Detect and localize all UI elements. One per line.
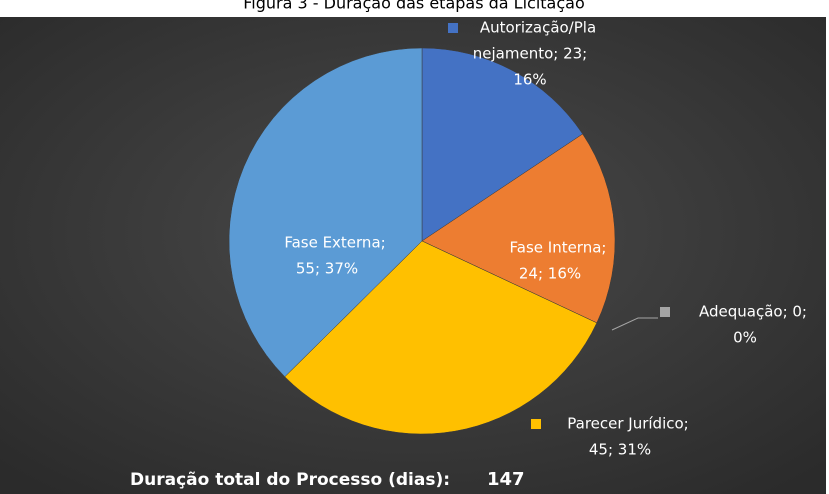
data-label: Fase Externa; [284,234,385,252]
data-label: 24; 16% [519,265,581,283]
data-label: 55; 37% [296,260,358,278]
legend-key [448,23,458,33]
pie-slice [421,133,616,324]
data-label: Adequação; 0; [699,303,807,321]
data-label: Autorização/Pla [480,19,596,37]
data-label: 45; 31% [589,441,651,459]
legend-key [479,243,489,253]
data-label: nejamento; 23; [473,45,587,63]
pie-slice [284,240,598,435]
legend-key [660,307,670,317]
data-label: 0% [733,329,757,347]
data-label: 16% [513,71,546,89]
legend-key [531,419,541,429]
leader-line [611,317,658,331]
pie-slice [228,47,423,378]
pie-slice [421,47,583,242]
footer-total: 147 [487,469,525,490]
legend-key [245,238,255,248]
data-label: Parecer Jurídico; [567,415,688,433]
footer-label: Duração total do Processo (dias): [130,470,450,490]
chart-title: Figura 3 - Duração das etapas da Licitaç… [243,0,585,13]
data-label: Fase Interna; [510,239,607,257]
